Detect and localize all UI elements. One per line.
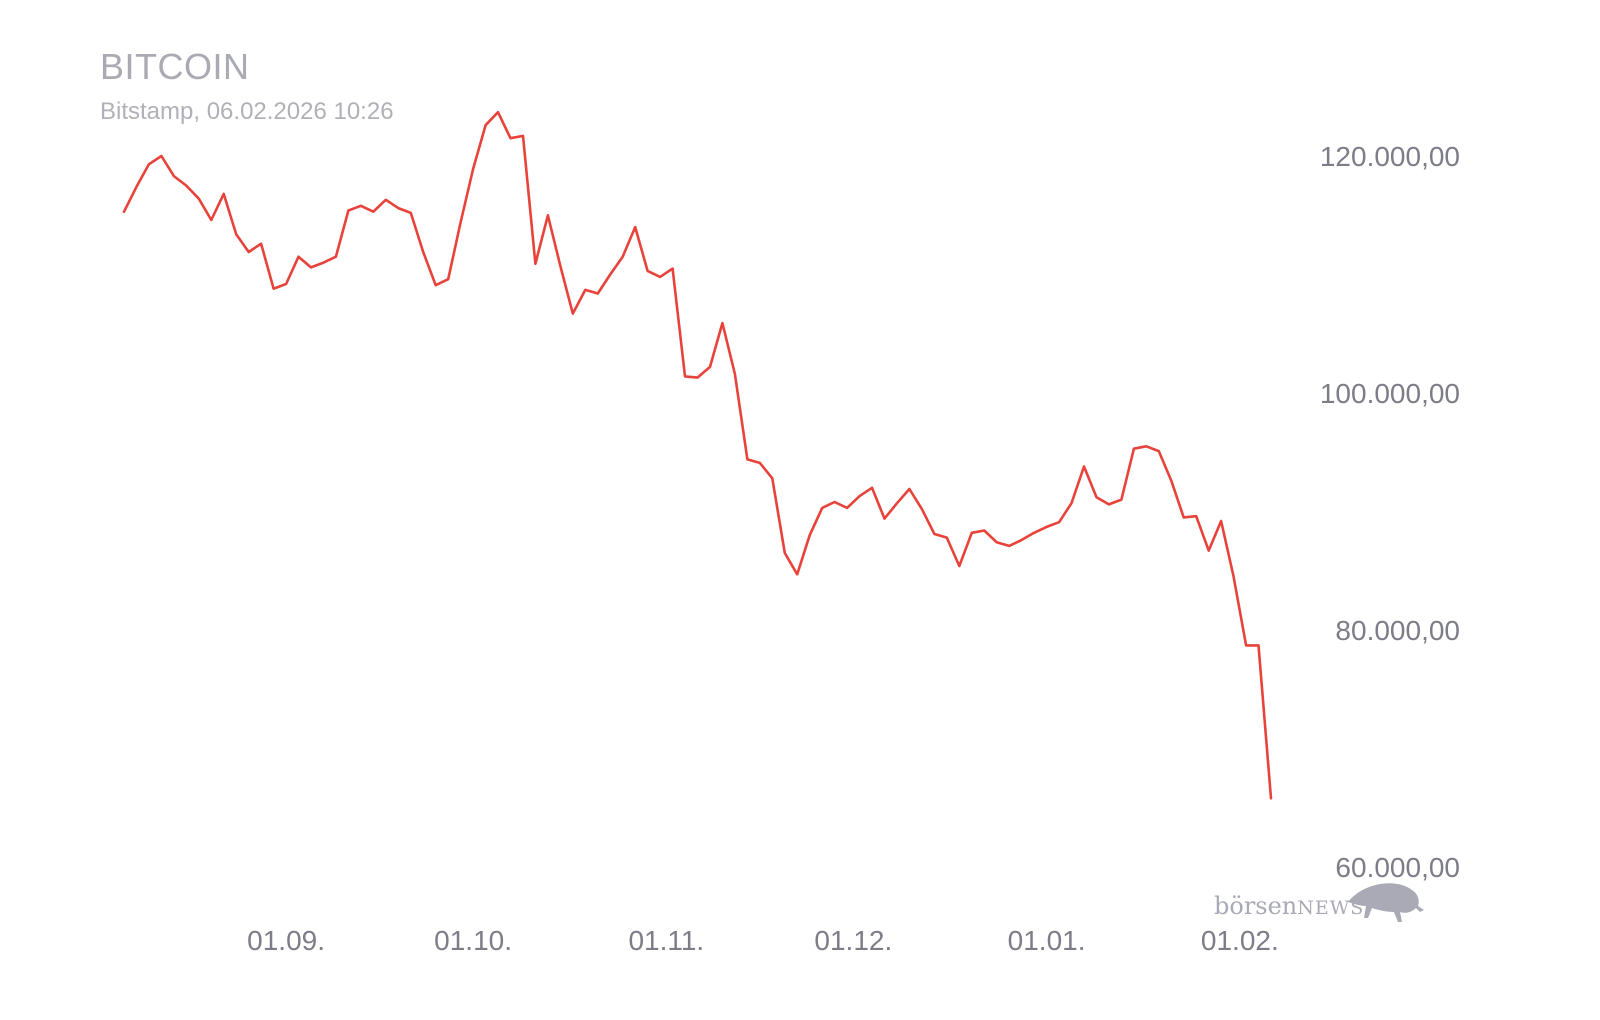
y-tick-label: 120.000,00 [1320,141,1460,172]
chart-title: BITCOIN [100,46,250,87]
bull-icon [1348,883,1424,922]
y-tick-label: 80.000,00 [1335,615,1460,646]
x-tick-label: 01.11. [628,925,704,956]
x-tick-label: 01.01. [1008,925,1086,956]
svg-text:börsenNEWS: börsenNEWS [1214,892,1364,920]
x-tick-label: 01.12. [814,925,892,956]
x-tick-label: 01.02. [1201,925,1279,956]
chart-subtitle: Bitstamp, 06.02.2026 10:26 [100,98,394,125]
y-tick-label: 100.000,00 [1320,378,1460,409]
watermark-brand-suffix: NEWS [1297,897,1364,919]
x-tick-label: 01.09. [247,925,325,956]
y-tick-label: 60.000,00 [1335,852,1460,883]
y-axis-ticks: 120.000,00 100.000,00 80.000,00 60.000,00 [1320,141,1460,883]
watermark: börsenNEWS [1214,883,1424,922]
x-axis-ticks: 01.09. 01.10. 01.11. 01.12. 01.01. 01.02. [247,925,1279,956]
x-tick-label: 01.10. [434,925,512,956]
price-series-line [122,110,1273,800]
watermark-brand-prefix: börsen [1214,892,1297,920]
